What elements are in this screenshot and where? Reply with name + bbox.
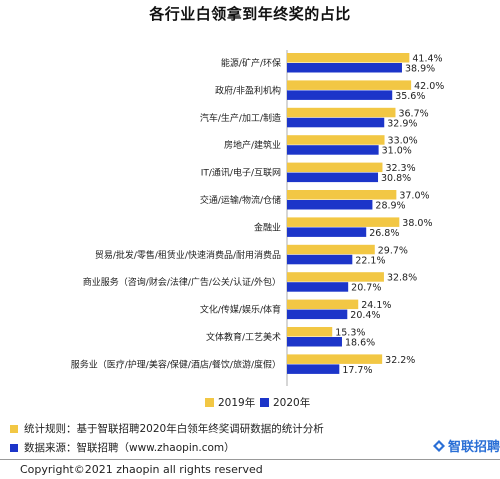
data-label-2019: 36.7%	[398, 108, 428, 119]
legend-swatch-2020	[260, 398, 269, 407]
legend: 2019年 2020年	[205, 396, 310, 409]
category-label: 汽车/生产/加工/制造	[200, 112, 281, 124]
bar-2020	[287, 282, 349, 292]
data-label-2019: 15.3%	[335, 328, 365, 339]
bar-2020	[287, 172, 379, 183]
bar-2019	[287, 244, 375, 255]
bar-2020	[287, 337, 342, 347]
bar-2020	[287, 227, 367, 237]
footer-divider	[0, 459, 500, 460]
category-label: IT/通讯/电子/互联网	[201, 167, 281, 179]
data-label-2020: 20.7%	[351, 283, 381, 294]
bar-2019	[287, 190, 397, 200]
note-rule-square	[10, 424, 18, 433]
data-label-2020: 38.9%	[405, 64, 435, 75]
bar-2020	[287, 200, 373, 210]
data-label-2019: 41.4%	[412, 54, 442, 65]
data-label-2019: 32.3%	[385, 163, 415, 174]
category-label: 能源/矿产/环保	[221, 57, 281, 69]
note-source-text: 数据来源：智联招聘（www.zhaopin.com）	[24, 442, 235, 454]
note-rule-text: 统计规则：基于智联招聘2020年白领年终奖调研数据的统计分析	[24, 423, 324, 435]
bar-2020	[287, 309, 348, 320]
legend-label-2019: 2019年	[218, 396, 255, 409]
zhaopin-logo-icon	[433, 439, 445, 452]
category-label: 服务业（医疗/护理/美容/保健/酒店/餐饮/旅游/度假）	[71, 358, 281, 370]
data-label-2020: 30.8%	[381, 173, 411, 184]
category-label: 金融业	[254, 221, 281, 233]
data-label-2019: 32.8%	[387, 273, 417, 284]
brand-logo: 智联招聘	[432, 436, 500, 455]
category-label: 商业服务（咨询/财会/法律/广告/公关/认证/外包）	[83, 276, 281, 288]
bar-2020	[287, 254, 353, 265]
bar-2020	[287, 90, 393, 100]
category-label: 政府/非盈利机构	[215, 84, 281, 96]
note-source-square	[10, 443, 18, 452]
bar-2020	[287, 364, 340, 374]
bar-2020	[287, 145, 379, 155]
bars-layer: 能源/矿产/环保 41.4%38.9% 政府/非盈利机构 42.0%35.6% 汽车/生…	[71, 53, 444, 376]
bar-2020	[287, 63, 402, 73]
bar-2019	[287, 107, 396, 118]
data-label-2020: 32.9%	[387, 118, 417, 129]
category-label: 文体教育/工艺美术	[206, 331, 281, 343]
category-label: 房地产/建筑业	[224, 139, 281, 151]
bar-2019	[287, 162, 383, 173]
data-label-2019: 24.1%	[361, 300, 391, 311]
data-label-2019: 37.0%	[399, 191, 429, 202]
bar-2019	[287, 299, 359, 310]
note-source: 数据来源：智联招聘（www.zhaopin.com）	[10, 440, 235, 455]
data-label-2020: 22.1%	[355, 255, 385, 266]
data-label-2019: 38.0%	[402, 218, 432, 229]
data-label-2019: 32.2%	[385, 355, 415, 366]
data-label-2020: 35.6%	[395, 91, 425, 102]
legend-label-2020: 2020年	[273, 396, 310, 409]
bar-2019	[287, 327, 333, 337]
category-label: 交通/运输/物流/仓储	[200, 194, 281, 206]
category-label: 贸易/批发/零售/租赁业/快速消费品/耐用消费品	[95, 249, 281, 261]
data-label-2020: 28.9%	[375, 201, 405, 212]
category-label: 文化/传媒/娱乐/体育	[200, 304, 281, 316]
bar-2019	[287, 80, 412, 90]
data-label-2019: 42.0%	[414, 81, 444, 92]
bar-2019	[287, 217, 400, 227]
bar-2019	[287, 354, 383, 364]
note-rule: 统计规则：基于智联招聘2020年白领年终奖调研数据的统计分析	[10, 421, 324, 436]
data-label-2020: 18.6%	[345, 338, 375, 349]
chart-title: 各行业白领拿到年终奖的占比	[149, 5, 351, 23]
data-label-2020: 17.7%	[342, 365, 372, 376]
data-label-2020: 26.8%	[369, 228, 399, 239]
copyright-text: Copyright©2021 zhaopin all rights reserv…	[20, 463, 263, 476]
brand-name: 智联招聘	[448, 440, 500, 455]
bar-2019	[287, 135, 385, 145]
bar-chart: 能源/矿产/环保 41.4%38.9% 政府/非盈利机构 42.0%35.6% 汽车/生…	[71, 50, 444, 409]
legend-swatch-2019	[205, 398, 214, 407]
data-label-2019: 29.7%	[378, 245, 408, 256]
data-label-2019: 33.0%	[388, 136, 418, 147]
data-label-2020: 31.0%	[382, 146, 412, 157]
bar-2020	[287, 117, 385, 128]
data-label-2020: 20.4%	[350, 310, 380, 321]
bar-2019	[287, 53, 410, 63]
bar-2019	[287, 272, 384, 282]
